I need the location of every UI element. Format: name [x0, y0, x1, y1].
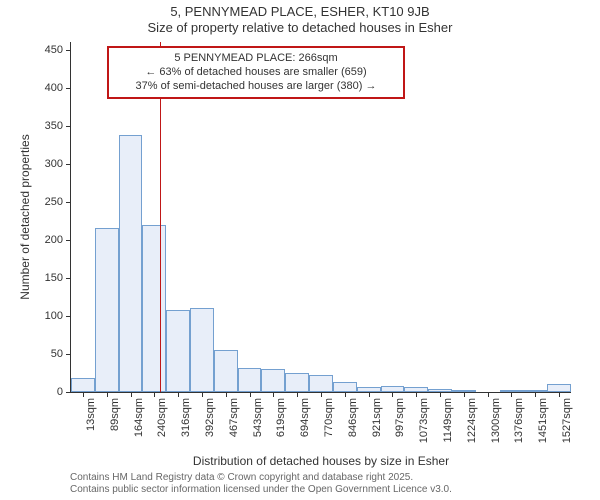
- y-axis-label: Number of detached properties: [18, 134, 32, 299]
- xtick-mark: [321, 392, 322, 397]
- xtick-mark: [226, 392, 227, 397]
- ytick-label: 400: [45, 82, 71, 94]
- ytick-label: 200: [45, 234, 71, 246]
- histogram-bar: [238, 368, 262, 392]
- histogram-bar: [333, 382, 357, 392]
- footer-block: Contains HM Land Registry data © Crown c…: [70, 472, 452, 496]
- title-line-1: 5, PENNYMEAD PLACE, ESHER, KT10 9JB: [0, 4, 600, 20]
- xtick-mark: [107, 392, 108, 397]
- xtick-label: 1073sqm: [418, 398, 430, 443]
- xtick-mark: [464, 392, 465, 397]
- xtick-mark: [559, 392, 560, 397]
- x-axis-label: Distribution of detached houses by size …: [193, 454, 449, 468]
- xtick-label: 89sqm: [109, 398, 121, 431]
- xtick-label: 694sqm: [299, 398, 311, 437]
- xtick-label: 1149sqm: [442, 398, 454, 442]
- xtick-mark: [511, 392, 512, 397]
- xtick-label: 1300sqm: [490, 398, 502, 443]
- annotation-box: 5 PENNYMEAD PLACE: 266sqm← 63% of detach…: [107, 46, 405, 99]
- xtick-mark: [154, 392, 155, 397]
- xtick-label: 13sqm: [85, 398, 97, 431]
- footer-line-2: Contains public sector information licen…: [70, 484, 452, 496]
- xtick-label: 997sqm: [394, 398, 406, 437]
- xtick-label: 467sqm: [228, 398, 240, 437]
- xtick-label: 543sqm: [252, 398, 264, 437]
- ytick-label: 350: [45, 120, 71, 132]
- xtick-label: 1451sqm: [537, 398, 549, 443]
- xtick-mark: [416, 392, 417, 397]
- histogram-bar: [261, 369, 285, 392]
- xtick-label: 316sqm: [180, 398, 192, 437]
- xtick-mark: [273, 392, 274, 397]
- histogram-bar: [547, 384, 571, 392]
- ytick-label: 0: [57, 386, 71, 398]
- histogram-bar: [142, 225, 166, 392]
- xtick-mark: [369, 392, 370, 397]
- histogram-bar: [190, 308, 214, 392]
- xtick-mark: [440, 392, 441, 397]
- chart-title-block: 5, PENNYMEAD PLACE, ESHER, KT10 9JB Size…: [0, 0, 600, 37]
- xtick-label: 619sqm: [275, 398, 287, 437]
- xtick-mark: [178, 392, 179, 397]
- ytick-label: 300: [45, 158, 71, 170]
- histogram-bar: [309, 375, 333, 392]
- xtick-label: 1376sqm: [513, 398, 525, 443]
- xtick-label: 846sqm: [347, 398, 359, 437]
- ytick-label: 450: [45, 44, 71, 56]
- ytick-label: 150: [45, 272, 71, 284]
- histogram-bar: [71, 378, 95, 392]
- xtick-label: 240sqm: [156, 398, 168, 437]
- xtick-mark: [83, 392, 84, 397]
- ytick-label: 50: [51, 348, 71, 360]
- xtick-mark: [202, 392, 203, 397]
- xtick-label: 164sqm: [133, 398, 145, 437]
- xtick-mark: [345, 392, 346, 397]
- ytick-label: 100: [45, 310, 71, 322]
- annotation-line: ← 63% of detached houses are smaller (65…: [113, 66, 399, 80]
- annotation-line: 37% of semi-detached houses are larger (…: [113, 80, 399, 94]
- title-line-2: Size of property relative to detached ho…: [0, 20, 600, 36]
- histogram-bar: [119, 135, 143, 392]
- ytick-label: 250: [45, 196, 71, 208]
- xtick-mark: [392, 392, 393, 397]
- histogram-bar: [214, 350, 238, 392]
- histogram-bar: [166, 310, 190, 392]
- xtick-mark: [535, 392, 536, 397]
- xtick-label: 392sqm: [204, 398, 216, 437]
- xtick-label: 1224sqm: [466, 398, 478, 443]
- xtick-mark: [131, 392, 132, 397]
- xtick-mark: [297, 392, 298, 397]
- histogram-bar: [95, 228, 119, 392]
- xtick-mark: [488, 392, 489, 397]
- histogram-bar: [285, 373, 309, 392]
- footer-line-1: Contains HM Land Registry data © Crown c…: [70, 472, 452, 484]
- annotation-line: 5 PENNYMEAD PLACE: 266sqm: [113, 52, 399, 66]
- xtick-label: 770sqm: [323, 398, 335, 437]
- xtick-mark: [250, 392, 251, 397]
- histogram-chart: 05010015020025030035040045013sqm89sqm164…: [70, 42, 571, 393]
- xtick-label: 921sqm: [371, 398, 383, 437]
- xtick-label: 1527sqm: [561, 398, 573, 443]
